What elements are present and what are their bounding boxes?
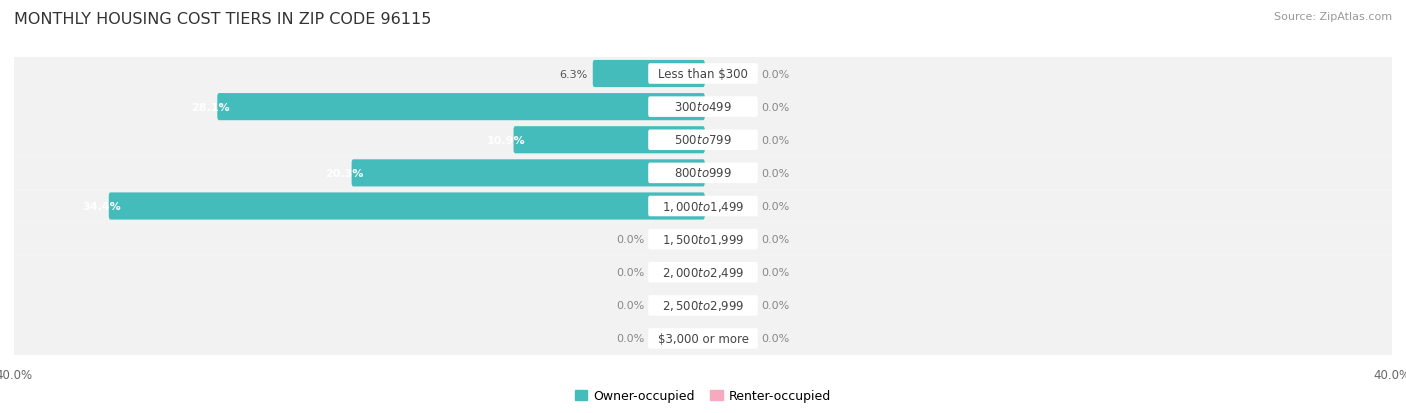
FancyBboxPatch shape — [14, 157, 1392, 190]
FancyBboxPatch shape — [648, 97, 758, 118]
Text: 20.3%: 20.3% — [325, 169, 364, 178]
FancyBboxPatch shape — [648, 262, 758, 283]
Text: 0.0%: 0.0% — [762, 135, 790, 145]
Text: 34.4%: 34.4% — [82, 202, 121, 211]
FancyBboxPatch shape — [14, 124, 1392, 157]
Text: $800 to $999: $800 to $999 — [673, 167, 733, 180]
Text: $2,500 to $2,999: $2,500 to $2,999 — [662, 299, 744, 313]
Legend: Owner-occupied, Renter-occupied: Owner-occupied, Renter-occupied — [569, 385, 837, 408]
FancyBboxPatch shape — [14, 256, 1392, 289]
Text: 0.0%: 0.0% — [762, 268, 790, 278]
Text: 0.0%: 0.0% — [762, 301, 790, 311]
Text: 0.0%: 0.0% — [762, 334, 790, 344]
FancyBboxPatch shape — [14, 322, 1392, 355]
FancyBboxPatch shape — [513, 127, 704, 154]
FancyBboxPatch shape — [218, 94, 704, 121]
Text: Less than $300: Less than $300 — [658, 68, 748, 81]
Text: $300 to $499: $300 to $499 — [673, 101, 733, 114]
Text: 10.9%: 10.9% — [486, 135, 526, 145]
Text: 28.1%: 28.1% — [191, 102, 229, 112]
Text: 0.0%: 0.0% — [762, 69, 790, 79]
FancyBboxPatch shape — [14, 190, 1392, 223]
FancyBboxPatch shape — [648, 328, 758, 349]
FancyBboxPatch shape — [14, 223, 1392, 256]
FancyBboxPatch shape — [648, 229, 758, 250]
FancyBboxPatch shape — [14, 91, 1392, 124]
FancyBboxPatch shape — [14, 58, 1392, 91]
Text: 0.0%: 0.0% — [616, 301, 644, 311]
Text: $1,500 to $1,999: $1,500 to $1,999 — [662, 233, 744, 247]
Text: 0.0%: 0.0% — [762, 202, 790, 211]
Text: $1,000 to $1,499: $1,000 to $1,499 — [662, 199, 744, 214]
Text: 0.0%: 0.0% — [762, 235, 790, 244]
FancyBboxPatch shape — [14, 289, 1392, 322]
FancyBboxPatch shape — [648, 295, 758, 316]
FancyBboxPatch shape — [648, 163, 758, 184]
Text: MONTHLY HOUSING COST TIERS IN ZIP CODE 96115: MONTHLY HOUSING COST TIERS IN ZIP CODE 9… — [14, 12, 432, 27]
FancyBboxPatch shape — [352, 160, 704, 187]
Text: 0.0%: 0.0% — [762, 169, 790, 178]
Text: 6.3%: 6.3% — [560, 69, 588, 79]
Text: 0.0%: 0.0% — [616, 334, 644, 344]
Text: Source: ZipAtlas.com: Source: ZipAtlas.com — [1274, 12, 1392, 22]
Text: $2,000 to $2,499: $2,000 to $2,499 — [662, 266, 744, 280]
Text: $3,000 or more: $3,000 or more — [658, 332, 748, 345]
FancyBboxPatch shape — [648, 64, 758, 85]
Text: 0.0%: 0.0% — [616, 235, 644, 244]
Text: 0.0%: 0.0% — [616, 268, 644, 278]
FancyBboxPatch shape — [648, 130, 758, 151]
FancyBboxPatch shape — [648, 196, 758, 217]
Text: 0.0%: 0.0% — [762, 102, 790, 112]
FancyBboxPatch shape — [593, 61, 704, 88]
Text: $500 to $799: $500 to $799 — [673, 134, 733, 147]
FancyBboxPatch shape — [108, 193, 704, 220]
